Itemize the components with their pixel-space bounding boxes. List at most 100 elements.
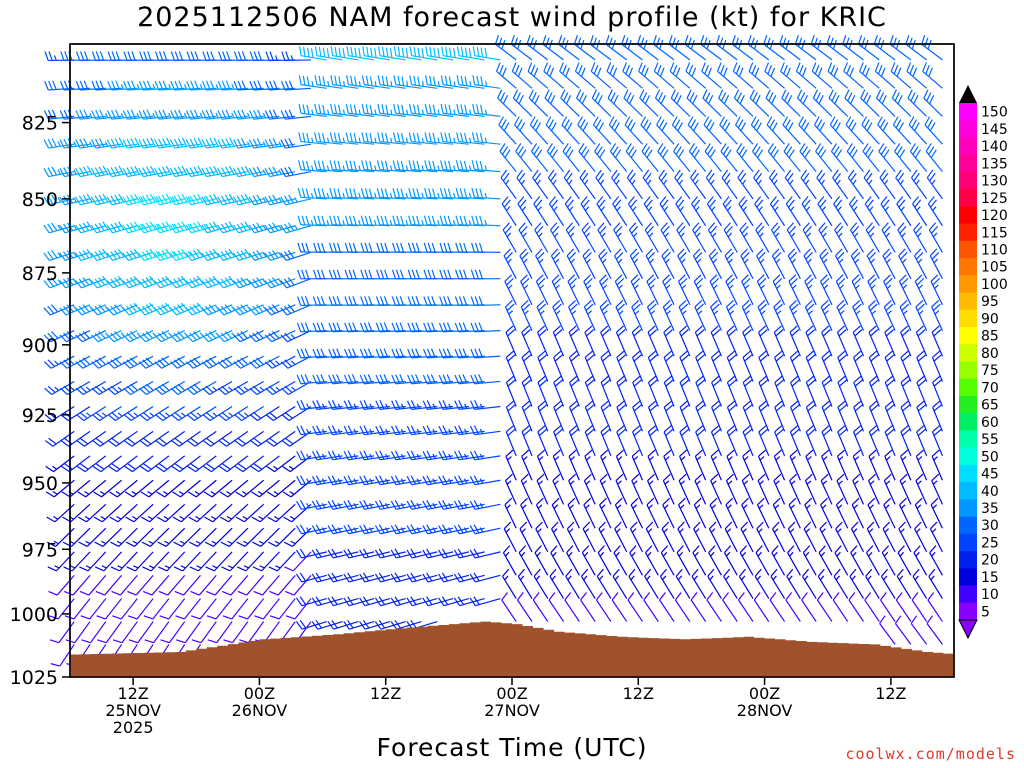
barb-flag: [865, 67, 870, 77]
barb-half-flag: [726, 179, 731, 185]
barb-flag: [82, 194, 89, 204]
wind-barb: [606, 62, 628, 89]
wind-barb: [455, 188, 485, 200]
barb-flag: [444, 160, 448, 171]
barb-flag: [412, 104, 417, 114]
wind-barb: [561, 116, 580, 145]
barb-staff: [688, 150, 707, 173]
barb-staff: [732, 70, 754, 89]
barb-staff: [348, 55, 375, 61]
barb-flag: [441, 46, 444, 56]
barb-flag: [479, 160, 484, 171]
wind-barb: [738, 196, 754, 227]
barb-flag: [547, 169, 555, 179]
barb-flag: [298, 160, 302, 170]
barb-flag: [385, 132, 389, 143]
barb-flag: [705, 169, 713, 179]
barb-flag: [142, 138, 148, 148]
barb-flag: [157, 167, 164, 177]
barb-staff: [563, 177, 580, 200]
wind-barb: [264, 109, 296, 120]
barb-flag: [636, 35, 642, 45]
barb-flag: [265, 51, 270, 61]
barb-staff: [269, 87, 296, 91]
barb-flag: [241, 51, 247, 61]
barb-staff: [784, 177, 801, 200]
barb-flag: [877, 64, 883, 75]
barb-flag: [803, 122, 810, 132]
barb-flag: [400, 132, 405, 143]
wind-barb: [75, 165, 106, 178]
barb-half-flag: [57, 279, 62, 284]
barb-half-flag: [569, 206, 574, 211]
barb-staff: [237, 87, 264, 91]
wind-barb: [927, 196, 943, 227]
barb-staff: [717, 70, 738, 89]
wind-barbs: [43, 35, 943, 667]
barb-flag: [99, 109, 105, 119]
barb-half-flag: [759, 232, 764, 238]
barb-flag: [264, 224, 271, 234]
wind-barb: [847, 169, 864, 200]
barb-flag: [502, 67, 507, 77]
barb-staff: [627, 203, 644, 227]
barb-staff: [609, 150, 628, 173]
barb-flag: [769, 119, 776, 129]
barb-flag: [892, 37, 897, 47]
barb-half-flag: [262, 169, 267, 175]
barb-half-flag: [932, 206, 937, 211]
barb-flag: [221, 109, 227, 119]
barb-flag: [883, 149, 890, 158]
barb-half-flag: [484, 220, 488, 226]
barb-half-flag: [215, 112, 219, 119]
wind-barb: [409, 75, 438, 89]
barb-flag: [625, 143, 632, 152]
barb-half-flag: [774, 206, 779, 211]
barb-staff: [547, 177, 565, 200]
barb-flag: [675, 67, 681, 77]
barb-staff: [206, 115, 233, 120]
barb-flag: [497, 89, 503, 99]
barb-flag: [747, 35, 752, 45]
barb-flag: [444, 75, 448, 86]
barb-flag: [253, 80, 259, 90]
barb-flag: [862, 143, 869, 152]
wind-barb: [345, 132, 375, 145]
barb-staff: [111, 115, 138, 120]
barb-flag: [169, 139, 176, 149]
barb-flag: [432, 104, 436, 115]
barb-flag: [178, 109, 184, 119]
barb-staff: [768, 177, 786, 200]
barb-staff: [546, 150, 565, 173]
wind-barb: [314, 103, 343, 117]
barb-flag: [498, 64, 504, 75]
barb-staff: [799, 150, 817, 173]
barb-flag: [829, 37, 834, 47]
wind-barb: [471, 160, 501, 173]
wind-barb: [549, 196, 565, 227]
barb-flag: [252, 223, 259, 233]
barb-flag: [480, 47, 484, 58]
wind-barb: [361, 132, 390, 145]
barb-flag: [755, 95, 761, 105]
barb-flag: [913, 222, 921, 231]
barb-flag: [118, 193, 125, 203]
wind-barb: [408, 103, 438, 117]
barb-flag: [165, 165, 172, 175]
barb-staff: [859, 70, 880, 89]
barb-flag: [228, 221, 235, 230]
barb-flag: [349, 104, 353, 114]
barb-flag: [106, 252, 114, 261]
barb-flag: [832, 169, 839, 179]
wind-barb: [574, 62, 596, 89]
wind-barb: [424, 103, 454, 117]
barb-flag: [846, 143, 853, 152]
barb-flag: [302, 132, 306, 143]
barb-staff: [427, 169, 454, 173]
wind-barb: [705, 169, 722, 200]
barb-half-flag: [484, 192, 488, 199]
barb-flag: [421, 48, 425, 58]
barb-flag: [349, 188, 353, 198]
barb-flag: [52, 80, 57, 90]
barb-flag: [106, 224, 113, 234]
